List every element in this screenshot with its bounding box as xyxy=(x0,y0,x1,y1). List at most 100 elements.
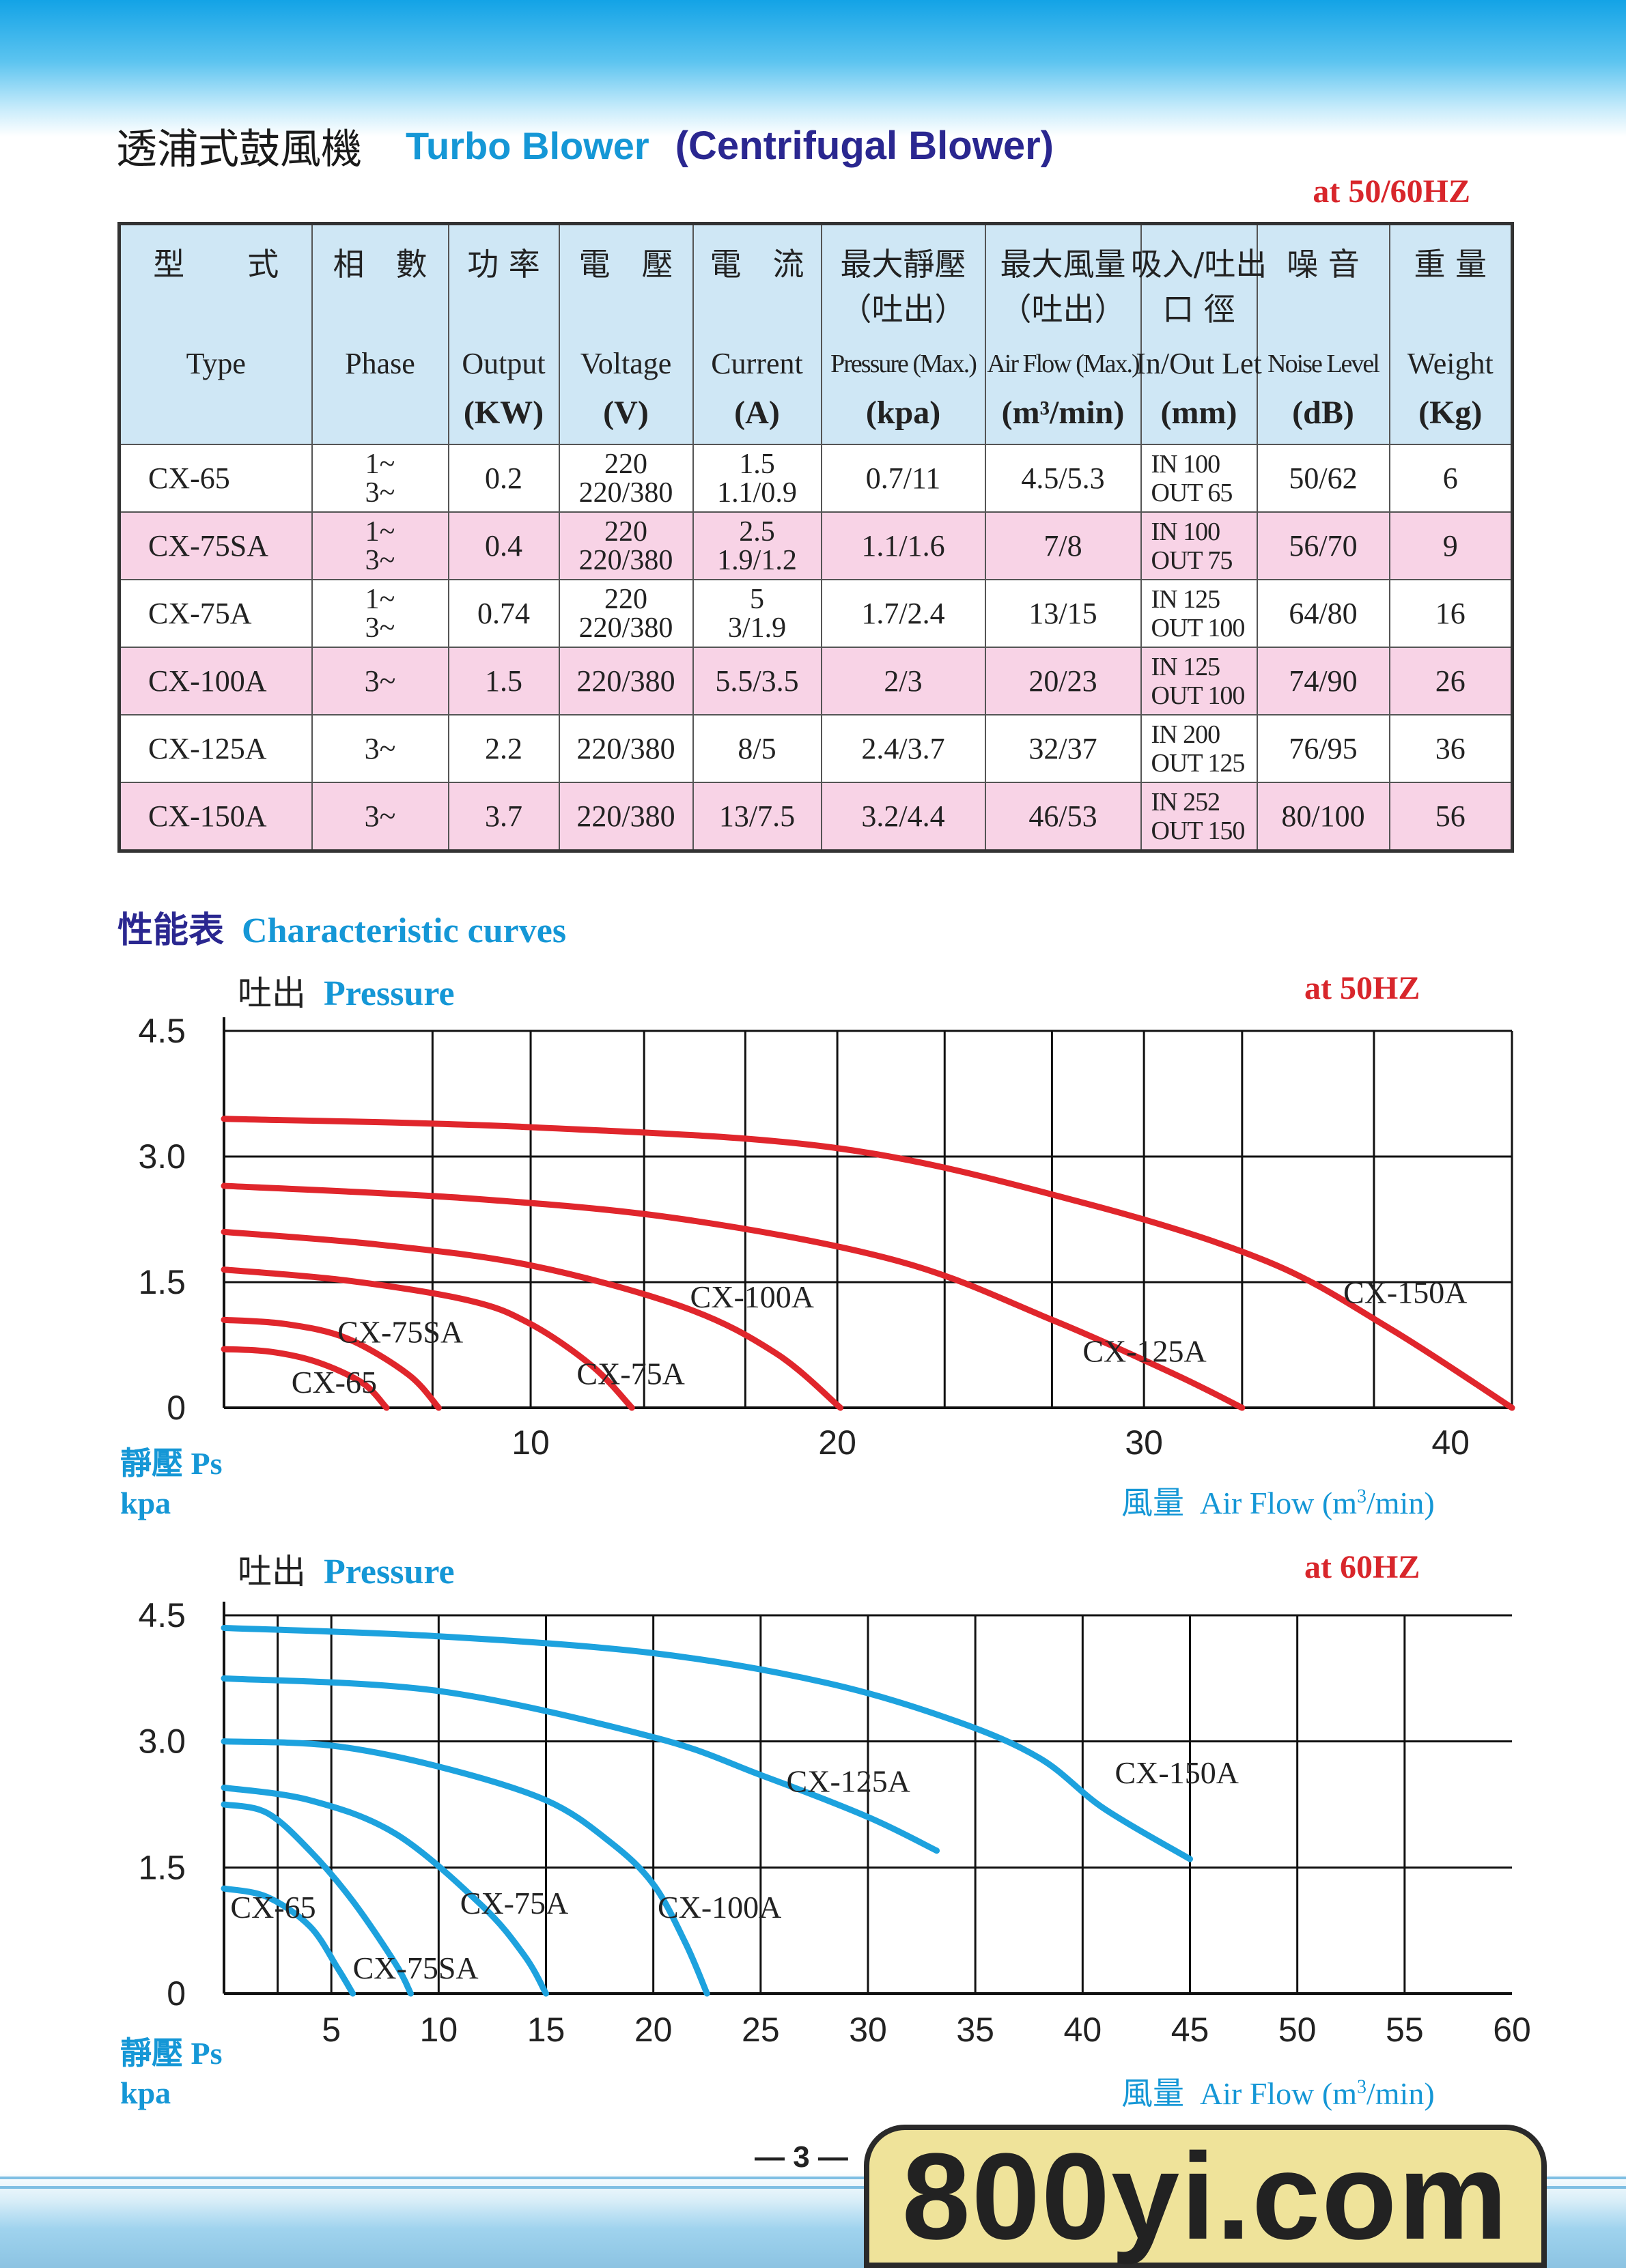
y-tick-label: 0 xyxy=(167,1389,186,1427)
cell-line: OUT 100 xyxy=(1151,613,1246,642)
cell-pressure: 2.4/3.7 xyxy=(820,714,986,783)
cell-weight: 9 xyxy=(1388,511,1513,580)
x-tick-label: 10 xyxy=(511,1423,550,1462)
chart2-x-axis-label: 風量 Air Flow (m3/min) xyxy=(1121,2069,1435,2114)
cell-line: IN 125 xyxy=(1151,652,1221,681)
ylabel-en: Ps xyxy=(191,1446,223,1481)
series-label-cx-75a: CX-75A xyxy=(576,1357,684,1391)
cell-phase: 1~ 3~ xyxy=(311,444,449,513)
cell-phase: 3~ xyxy=(311,782,449,852)
series-line-cx-75sa xyxy=(221,1801,414,1997)
cell-line: 1~ xyxy=(365,448,395,480)
top-gradient-band xyxy=(0,0,1626,137)
cell-line: 8/5 xyxy=(738,731,776,765)
cell-output: 3.7 xyxy=(447,782,560,852)
cell-line: 1.5 xyxy=(739,448,775,480)
cell-line: OUT 75 xyxy=(1151,545,1233,575)
ylabel-cn: 靜壓 xyxy=(120,1445,183,1482)
cell-airflow: 20/23 xyxy=(984,647,1142,715)
cell-line: 3~ xyxy=(364,731,396,765)
cell-weight: 26 xyxy=(1388,647,1513,715)
cell-output: 0.4 xyxy=(447,511,560,580)
x-tick-label: 40 xyxy=(1064,2011,1102,2049)
y-tick-label: 0 xyxy=(167,1974,186,2013)
xlabel-tail: /min) xyxy=(1366,1486,1435,1520)
xlabel-cn: 風量 xyxy=(1121,2075,1184,2112)
bottom-stripe xyxy=(0,2177,1626,2179)
ylabel-cn: 靜壓 xyxy=(120,2035,183,2071)
x-tick-label: 30 xyxy=(849,2011,887,2049)
y-tick-label: 1.5 xyxy=(138,1263,186,1301)
chart2-pressure-label: 吐出 Pressure xyxy=(238,1544,455,1593)
cell-output: 1.5 xyxy=(447,647,560,715)
title-chinese: 透浦式鼓風機 xyxy=(116,126,362,173)
cell-line: IN 200 xyxy=(1151,720,1221,749)
cell-airflow: 7/8 xyxy=(984,511,1142,580)
header-cn: 噪 音 xyxy=(1287,246,1360,283)
ylabel-unit: kpa xyxy=(120,2075,171,2110)
series-label-cx-150a: CX-150A xyxy=(1343,1275,1467,1310)
pressure-label-en: Pressure xyxy=(324,974,455,1013)
cell-voltage: 220 220/380 xyxy=(558,444,694,513)
header-unit: (m³/min) xyxy=(1001,395,1125,431)
cell-line: 2.5 xyxy=(739,515,775,548)
header-en: Current xyxy=(711,347,803,380)
x-tick-label: 35 xyxy=(956,2011,994,2049)
cell-voltage: 220 220/380 xyxy=(558,511,694,580)
cell-weight: 16 xyxy=(1388,579,1513,648)
cell-inout: IN 100 OUT 75 xyxy=(1140,511,1258,580)
cell-inout: IN 125 OUT 100 xyxy=(1140,647,1258,715)
cell-line: 220/380 xyxy=(578,544,673,576)
cell-line: 3~ xyxy=(365,544,395,576)
series-label-cx-125a: CX-125A xyxy=(787,1764,910,1799)
header-cn-sub: （吐出） xyxy=(840,291,966,328)
xlabel-tail: /min) xyxy=(1366,2076,1435,2111)
header-cn: 吸入/吐出 xyxy=(1130,246,1267,283)
series-line-cx-100a xyxy=(221,1738,710,1997)
section-title-cn: 性能表 xyxy=(117,910,225,951)
cell-line: 5.5/3.5 xyxy=(715,664,799,698)
table-header-row: 型 式 Type 相 數 Phase 功 率 Output (KW) 電 壓 Voltage… xyxy=(118,223,1513,445)
y-tick-label: 1.5 xyxy=(138,1848,186,1886)
cell-current: 5.5/3.5 xyxy=(692,647,822,715)
table-row: CX-150A 3~ 3.7 220/380 13/7.5 3.2/4.4 46/53 IN … xyxy=(118,782,1513,852)
cell-phase: 3~ xyxy=(311,647,449,715)
cell-inout: IN 252 OUT 150 xyxy=(1140,782,1258,852)
xlabel-sup: 3 xyxy=(1357,2076,1366,2098)
cell-line: 220/380 xyxy=(576,664,675,698)
cell-phase: 1~ 3~ xyxy=(311,579,449,648)
cell-weight: 6 xyxy=(1388,444,1513,513)
cell-pressure: 0.7/11 xyxy=(820,444,986,513)
header-unit: (A) xyxy=(734,395,780,431)
x-tick-label: 5 xyxy=(322,2011,341,2049)
series-line-cx-150a xyxy=(221,1624,1193,1862)
chart2-y-axis-label: 靜壓 Ps kpa xyxy=(120,2033,223,2113)
header-cn-sub: （吐出） xyxy=(1000,291,1126,328)
header-cn: 電 流 xyxy=(710,246,804,283)
header-unit: (V) xyxy=(603,395,649,431)
title-english: Turbo Blower xyxy=(406,124,649,167)
pressure-label-cn: 吐出 xyxy=(238,974,306,1013)
table-header-cell: 重 量 Weight (Kg) xyxy=(1388,223,1513,445)
cell-voltage: 220/380 xyxy=(558,647,694,715)
cell-line: OUT 65 xyxy=(1151,478,1233,507)
header-en: Weight xyxy=(1407,347,1494,380)
chart2-frequency: at 60HZ xyxy=(1304,1549,1420,1585)
x-tick-label: 20 xyxy=(634,2011,673,2049)
cell-type: CX-125A xyxy=(118,714,313,783)
series-line-cx-65 xyxy=(221,1885,356,1997)
cell-noise: 50/62 xyxy=(1256,444,1390,513)
header-cn: 電 壓 xyxy=(578,246,673,283)
table-row: CX-75A 1~ 3~ 0.74 220 220/380 5 3/1.9 1.7/2.4 13/… xyxy=(118,579,1513,648)
header-en: Pressure (Max.) xyxy=(830,350,977,378)
header-unit: (kpa) xyxy=(865,395,941,431)
cell-inout: IN 100 OUT 65 xyxy=(1140,444,1258,513)
header-cn: 相 數 xyxy=(333,246,427,283)
cell-line: 1.1/0.9 xyxy=(717,477,797,509)
pressure-label-cn: 吐出 xyxy=(238,1552,306,1591)
xlabel-cn: 風量 xyxy=(1121,1484,1184,1521)
header-cn: 功 率 xyxy=(467,246,540,283)
cell-type: CX-100A xyxy=(118,647,313,715)
table-row: CX-65 1~ 3~ 0.2 220 220/380 1.5 1.1/0.9 0.7/11 4.… xyxy=(118,444,1513,513)
cell-line: 1~ xyxy=(365,583,395,615)
